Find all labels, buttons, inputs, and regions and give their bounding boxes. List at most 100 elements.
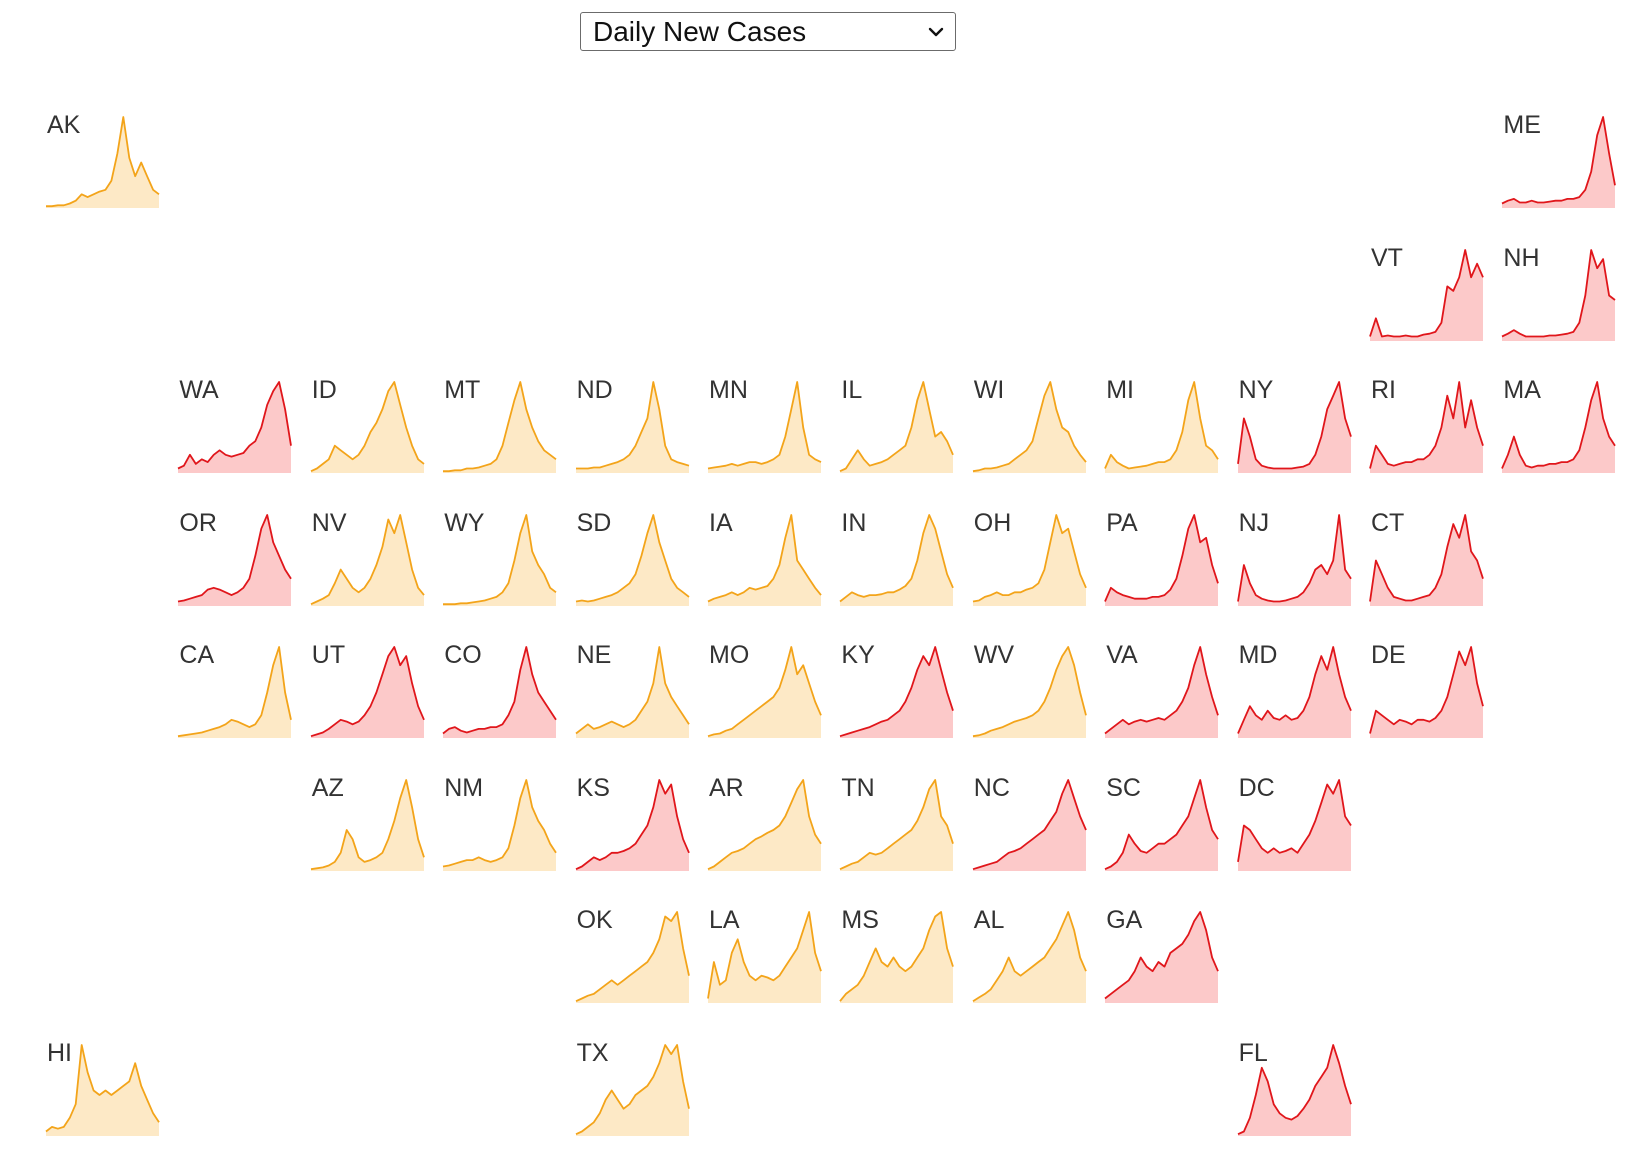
sparkline-il	[840, 381, 955, 473]
state-tile-wv: WV	[972, 642, 1087, 742]
state-tile-mi: MI	[1104, 376, 1219, 477]
state-label: OK	[576, 906, 613, 934]
sparkline-area	[1502, 382, 1616, 473]
sparkline-wi	[972, 381, 1087, 473]
state-label: CA	[179, 641, 215, 669]
sparkline-area	[708, 514, 821, 606]
sparkline-line	[839, 513, 955, 602]
state-tile-ks: KS	[575, 775, 690, 875]
sparkline-area	[972, 779, 1086, 871]
sparkline-line	[1369, 381, 1484, 469]
sparkline-area	[972, 514, 1086, 606]
sparkline-line	[178, 381, 293, 470]
state-tile-ma: MA	[1501, 377, 1617, 477]
state-label: NH	[1503, 243, 1540, 272]
state-label: WY	[444, 508, 485, 537]
state-label: DC	[1238, 773, 1275, 802]
state-label: CT	[1371, 508, 1405, 537]
sparkline-line	[310, 778, 425, 870]
sparkline-area	[1237, 647, 1351, 738]
sparkline-line	[840, 381, 955, 473]
sparkline-line	[1237, 1043, 1352, 1135]
sparkline-az	[310, 778, 425, 871]
sparkline-ma	[1501, 381, 1617, 473]
state-label: MI	[1106, 376, 1134, 404]
sparkline-pa	[1104, 513, 1220, 606]
sparkline-va	[1104, 646, 1220, 738]
state-tile-id: ID	[310, 377, 425, 477]
state-label: VA	[1106, 641, 1138, 669]
state-label: UT	[311, 641, 346, 669]
state-tile-pa: PA	[1104, 510, 1220, 610]
sparkline-area	[575, 1044, 689, 1136]
state-label: MD	[1238, 641, 1278, 669]
sparkline-area	[840, 514, 954, 606]
sparkline-line	[707, 911, 822, 999]
sparkline-mt	[443, 381, 557, 473]
sparkline-nj	[1236, 513, 1352, 606]
sparkline-line	[1236, 778, 1352, 862]
state-tile-ri: RI	[1369, 377, 1484, 477]
sparkline-area	[972, 912, 1086, 1003]
state-label: AR	[709, 773, 744, 802]
state-tile-ms: MS	[839, 907, 955, 1007]
state-tile-wi: WI	[972, 377, 1087, 477]
sparkline-line	[575, 911, 690, 1003]
sparkline-area	[708, 779, 821, 871]
state-label: GA	[1106, 906, 1143, 934]
sparkline-ms	[839, 911, 955, 1003]
sparkline-line	[1236, 513, 1352, 602]
state-tile-la: LA	[707, 907, 822, 1007]
sparkline-line	[575, 381, 689, 470]
sparkline-mn	[707, 381, 822, 473]
state-label: NY	[1238, 376, 1274, 404]
sparkline-area	[443, 514, 557, 606]
sparkline-line	[1501, 381, 1617, 469]
state-tile-nj: NJ	[1236, 510, 1352, 610]
state-tile-ne: NE	[575, 641, 690, 742]
sparkline-area	[575, 514, 689, 606]
sparkline-area	[46, 1044, 159, 1136]
sparkline-line	[707, 646, 822, 738]
state-tile-mt: MT	[443, 377, 557, 477]
state-tile-or: OR	[178, 510, 293, 610]
sparkline-line	[443, 778, 557, 867]
sparkline-ar	[707, 778, 822, 871]
state-tile-nc: NC	[972, 773, 1087, 875]
state-tile-de: DE	[1369, 642, 1484, 742]
state-tile-va: VA	[1104, 641, 1220, 742]
sparkline-ks	[575, 778, 690, 871]
sparkline-mo	[707, 646, 822, 738]
state-tile-sc: SC	[1104, 775, 1219, 875]
state-label: NE	[576, 641, 612, 669]
state-label: AL	[973, 906, 1005, 934]
sparkline-area	[443, 647, 557, 738]
sparkline-line	[46, 116, 160, 208]
sparkline-area	[1105, 779, 1219, 871]
sparkline-id	[310, 381, 425, 473]
state-label: WA	[179, 376, 219, 404]
state-label: AK	[47, 111, 81, 139]
state-label: IN	[841, 508, 867, 537]
state-tile-ak: AK	[46, 112, 160, 212]
state-label: IA	[709, 508, 733, 537]
sparkline-line	[1104, 778, 1219, 870]
sparkline-area	[310, 647, 424, 738]
sparkline-line	[575, 513, 690, 602]
state-label: OH	[973, 508, 1012, 537]
sparkline-in	[839, 513, 955, 606]
state-label: NC	[973, 773, 1010, 802]
sparkline-al	[972, 911, 1087, 1003]
sparkline-md	[1236, 646, 1352, 738]
state-label: MN	[709, 376, 748, 404]
sparkline-line	[840, 646, 955, 738]
sparkline-fl	[1237, 1043, 1352, 1136]
sparkline-line	[1104, 646, 1220, 735]
state-label: ND	[576, 376, 613, 404]
sparkline-nh	[1502, 248, 1616, 341]
state-label: TN	[841, 773, 875, 802]
sparkline-nd	[575, 381, 689, 473]
state-tile-md: MD	[1236, 641, 1352, 742]
metric-select[interactable]: Daily New Cases	[580, 12, 956, 51]
sparkline-line	[1369, 646, 1484, 734]
